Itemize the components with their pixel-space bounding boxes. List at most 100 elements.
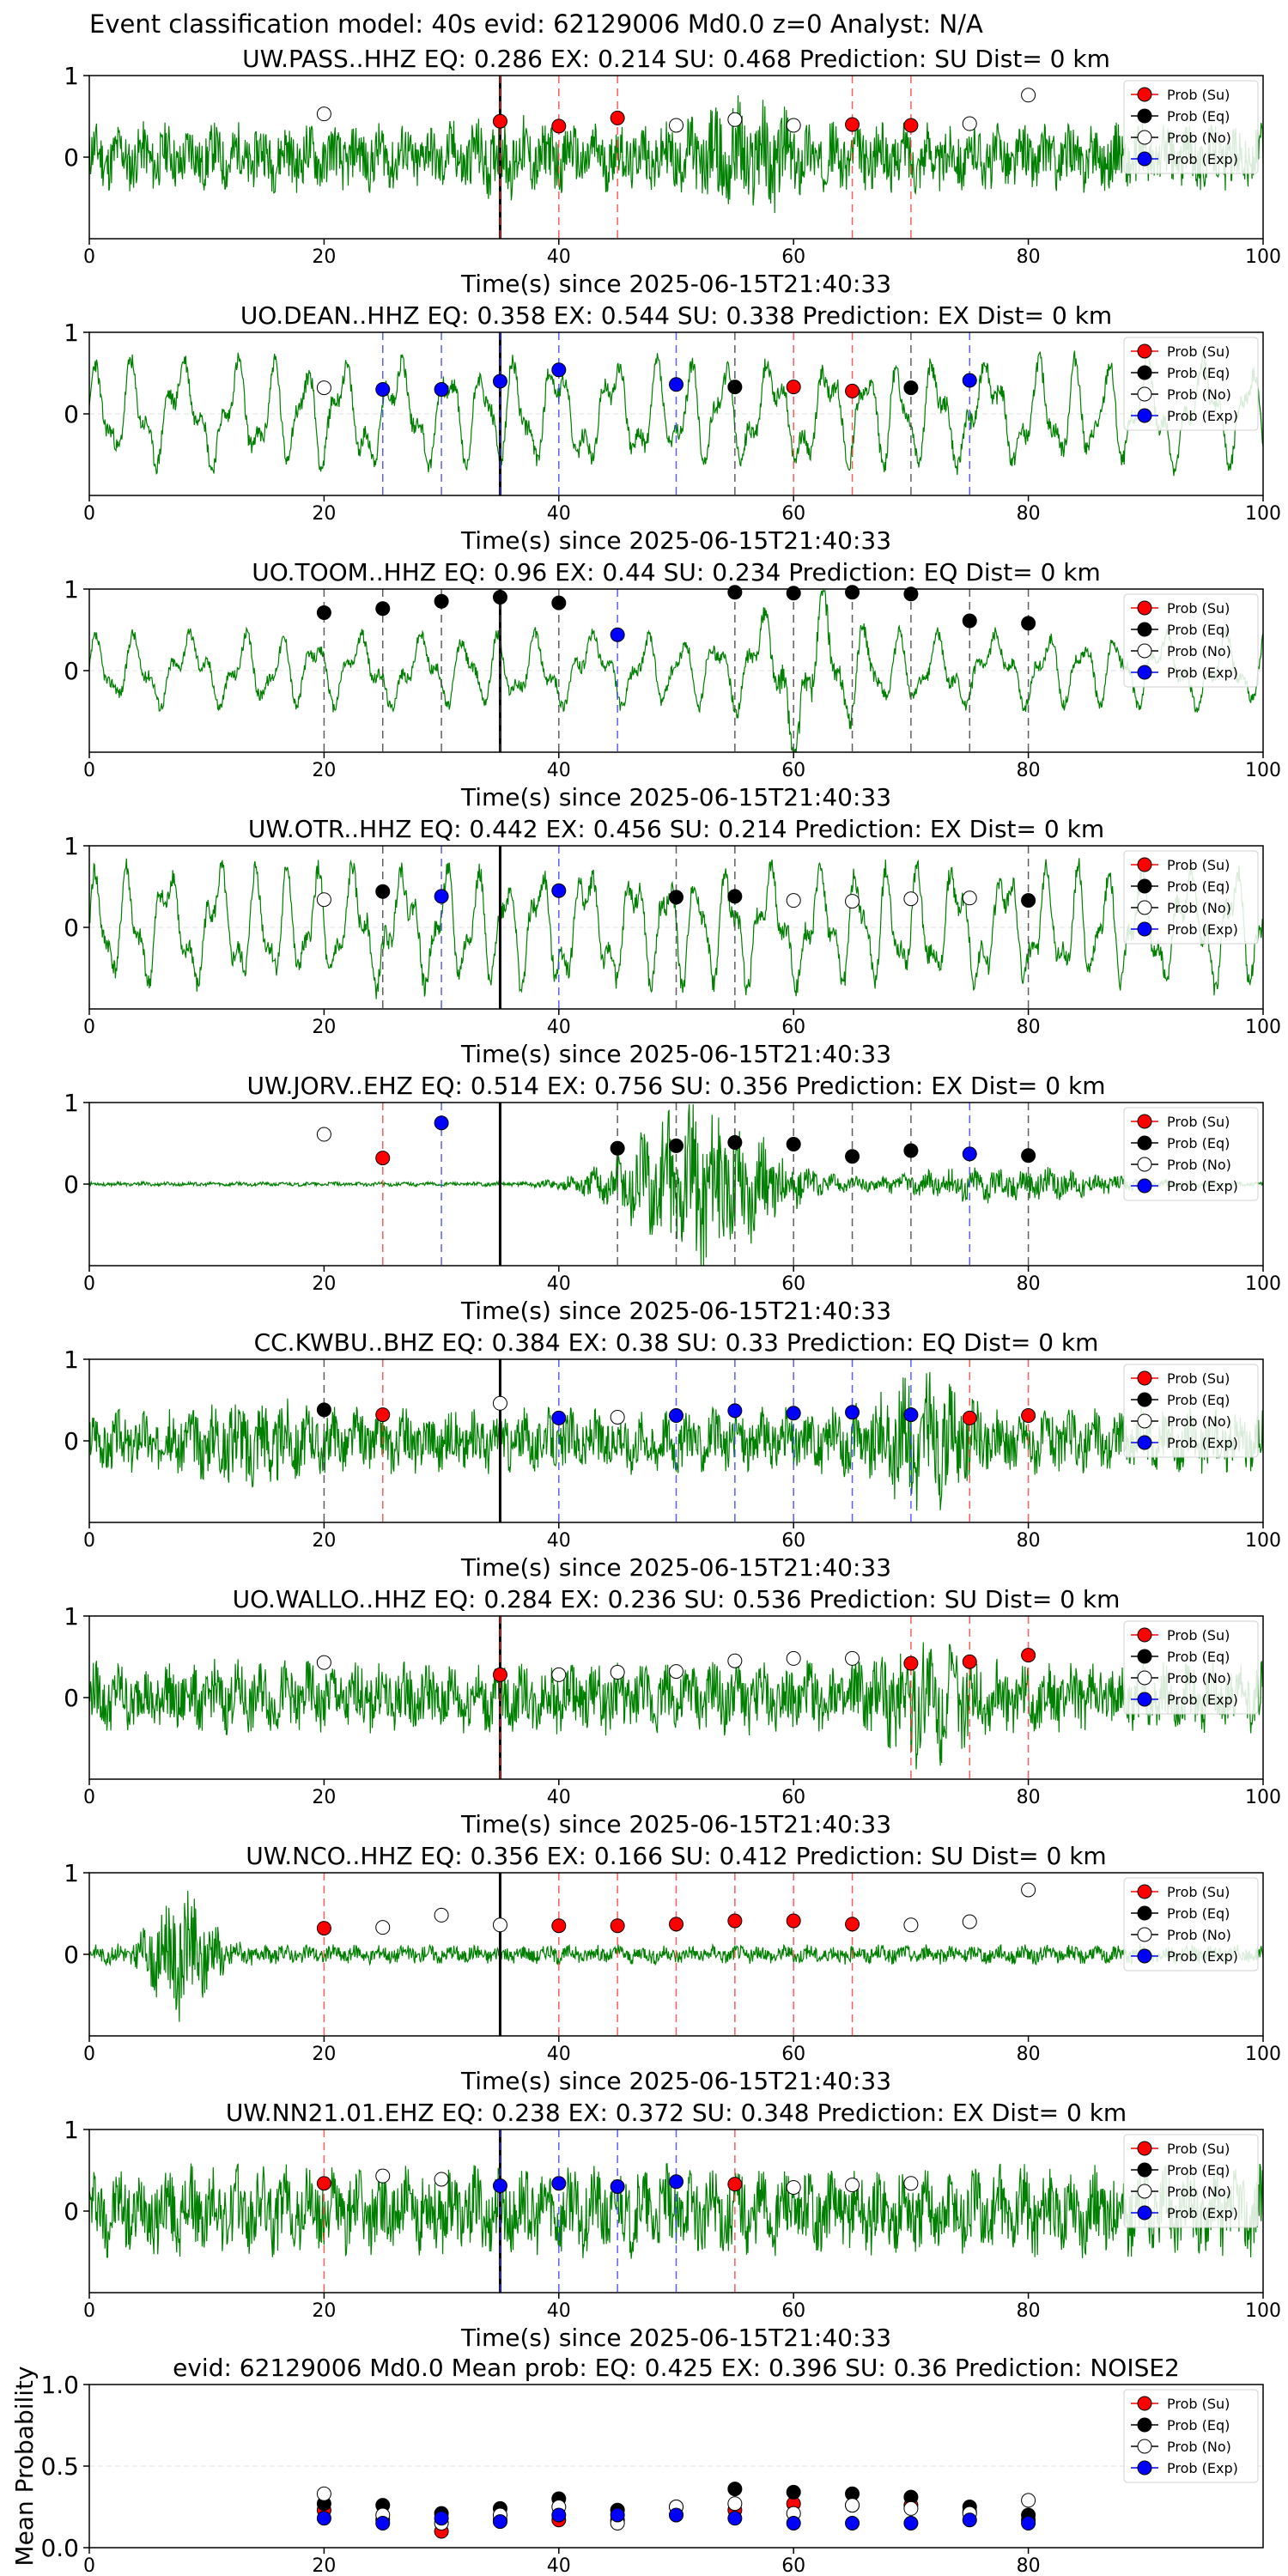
panel-3-legend-label-eq: Prob (Eq) (1167, 622, 1230, 638)
panel-7-legend-box (1123, 1620, 1259, 1715)
panel-8-title: UW.NCO..HHZ EQ: 0.356 EX: 0.166 SU: 0.41… (246, 1842, 1106, 1870)
panel-5-point-8 (903, 1143, 919, 1158)
panel-6-xtick-label-5: 100 (1245, 1530, 1281, 1552)
panel-4-point-7 (845, 894, 860, 909)
panel-10-xtick-label-2: 40 (547, 2555, 571, 2576)
panel-10-legend-label-su: Prob (Su) (1167, 2396, 1230, 2412)
panel-10-ytick-label-2: 1.0 (40, 2371, 79, 2399)
panel-8-point-5 (610, 1918, 625, 1934)
panel-2: UO.DEAN..HHZ EQ: 0.358 EX: 0.544 SU: 0.3… (64, 301, 1281, 555)
panel-4-xtick-label-4: 80 (1017, 1017, 1041, 1038)
panel-4-point-8 (903, 891, 919, 907)
panel-5-xtick-label-4: 80 (1017, 1273, 1041, 1295)
panel-7-xtick-label-3: 60 (781, 1787, 805, 1808)
panel-1-point-10 (1021, 88, 1036, 103)
panel-9-xtick-label-2: 40 (547, 2300, 571, 2322)
panel-3-legend-marker-exp (1137, 665, 1152, 680)
panel-10-point-exp-9 (845, 2516, 860, 2530)
panel-4-xlabel: Time(s) since 2025-06-15T21:40:33 (460, 1040, 891, 1068)
panel-8-point-9 (845, 1917, 860, 1932)
panel-1-point-5 (727, 112, 743, 127)
panel-2-legend-marker-eq (1137, 365, 1152, 380)
panel-6-legend-marker-exp (1137, 1435, 1152, 1450)
panel-7-ytick-label-1: 1 (64, 1602, 79, 1631)
panel-8-point-4 (551, 1918, 567, 1934)
panel-5-point-10 (1021, 1148, 1036, 1163)
panel-10-legend-marker-no (1137, 2439, 1152, 2454)
panel-9-title: UW.NN21.01.EHZ EQ: 0.238 EX: 0.372 SU: 0… (226, 2099, 1127, 2127)
panel-5-legend-box (1123, 1107, 1259, 1201)
panel-3-xtick-label-2: 40 (547, 760, 571, 781)
panel-7-point-7 (845, 1650, 860, 1666)
panel-8-xtick-label-1: 20 (312, 2044, 336, 2065)
panel-4-legend-marker-no (1137, 900, 1152, 915)
panel-6-xtick-label-3: 60 (781, 1530, 805, 1552)
panel-3-waveform-trace (88, 589, 1264, 753)
panel-7-legend-marker-exp (1137, 1692, 1152, 1707)
panel-5-point-5 (727, 1135, 743, 1151)
panel-2-point-9 (903, 380, 919, 396)
panel-1-legend-label-exp: Prob (Exp) (1167, 151, 1238, 167)
panel-2-legend-label-exp: Prob (Exp) (1167, 408, 1238, 424)
panel-3: UO.TOOM..HHZ EQ: 0.96 EX: 0.44 SU: 0.234… (64, 558, 1281, 811)
panel-2-point-6 (727, 380, 743, 395)
panel-10-point-eq-7 (727, 2482, 743, 2497)
panel-10-point-exp-3 (492, 2514, 507, 2530)
panel-10-point-exp-6 (669, 2507, 683, 2523)
panel-1-legend-marker-eq (1137, 108, 1152, 124)
panel-3-point-11 (1021, 616, 1036, 631)
panel-3-point-2 (434, 593, 449, 609)
panel-6-legend-marker-no (1137, 1413, 1152, 1429)
panel-9-xlabel: Time(s) since 2025-06-15T21:40:33 (460, 2324, 891, 2352)
panel-3-point-3 (492, 590, 507, 605)
panel-3-legend-label-su: Prob (Su) (1167, 600, 1230, 617)
panel-10-title: evid: 62129006 Md0.0 Mean prob: EQ: 0.42… (173, 2354, 1180, 2382)
panel-7-xtick-label-1: 20 (312, 1787, 336, 1808)
panel-4-xtick-label-0: 0 (83, 1017, 95, 1038)
panel-4-xtick-label-2: 40 (547, 1017, 571, 1038)
panel-10-legend-label-exp: Prob (Exp) (1167, 2460, 1238, 2476)
panel-4-point-4 (669, 890, 683, 905)
panel-7-xtick-label-2: 40 (547, 1787, 571, 1808)
panel-9-point-9 (845, 2178, 860, 2193)
panel-2-legend-marker-exp (1137, 408, 1152, 423)
panel-2-legend-marker-su (1137, 343, 1152, 359)
panel-2-point-3 (492, 374, 507, 389)
panel-2-xtick-label-2: 40 (547, 503, 571, 525)
panel-5-xtick-label-5: 100 (1245, 1273, 1281, 1295)
panel-4-legend-label-su: Prob (Su) (1167, 857, 1230, 873)
panel-2-legend-label-no: Prob (No) (1167, 386, 1231, 403)
panel-8-ytick-label-0: 0 (64, 1941, 79, 1969)
panel-5-xtick-label-1: 20 (312, 1273, 336, 1295)
panel-7-point-9 (962, 1654, 977, 1669)
panel-2-xtick-label-1: 20 (312, 503, 336, 525)
panel-2-xlabel: Time(s) since 2025-06-15T21:40:33 (460, 526, 891, 555)
panel-1-point-2 (551, 118, 567, 134)
panel-2-legend-label-su: Prob (Su) (1167, 343, 1230, 360)
panel-7-point-8 (903, 1656, 919, 1671)
panel-9-legend-marker-exp (1137, 2205, 1152, 2221)
panel-6-point-4 (610, 1409, 625, 1425)
panel-5-point-2 (434, 1115, 449, 1131)
panel-6-point-5 (669, 1408, 683, 1424)
panel-2-point-0 (316, 380, 331, 396)
panel-4-legend-marker-su (1137, 857, 1152, 872)
panel-9-point-10 (903, 2176, 919, 2191)
panel-7-legend-marker-su (1137, 1627, 1152, 1643)
panel-8-legend-marker-exp (1137, 1948, 1152, 1964)
panel-9-point-6 (669, 2174, 683, 2190)
panel-3-point-4 (551, 595, 567, 611)
panel-8-xtick-label-2: 40 (547, 2044, 571, 2065)
panel-1-legend-box (1123, 80, 1259, 174)
panel-6-point-6 (727, 1403, 743, 1419)
panel-7-xtick-label-5: 100 (1245, 1787, 1281, 1808)
panel-5-ytick-label-1: 1 (64, 1089, 79, 1117)
panel-7-waveform-trace (88, 1642, 1264, 1770)
panel-3-point-7 (786, 586, 801, 601)
panel-1-legend-label-no: Prob (No) (1167, 130, 1231, 146)
panel-5-xtick-label-3: 60 (781, 1273, 805, 1295)
panel-3-point-1 (375, 601, 391, 617)
panel-1-xtick-label-0: 0 (83, 246, 95, 268)
panel-9-xtick-label-1: 20 (312, 2300, 336, 2322)
panel-10-point-no-9 (845, 2498, 860, 2513)
